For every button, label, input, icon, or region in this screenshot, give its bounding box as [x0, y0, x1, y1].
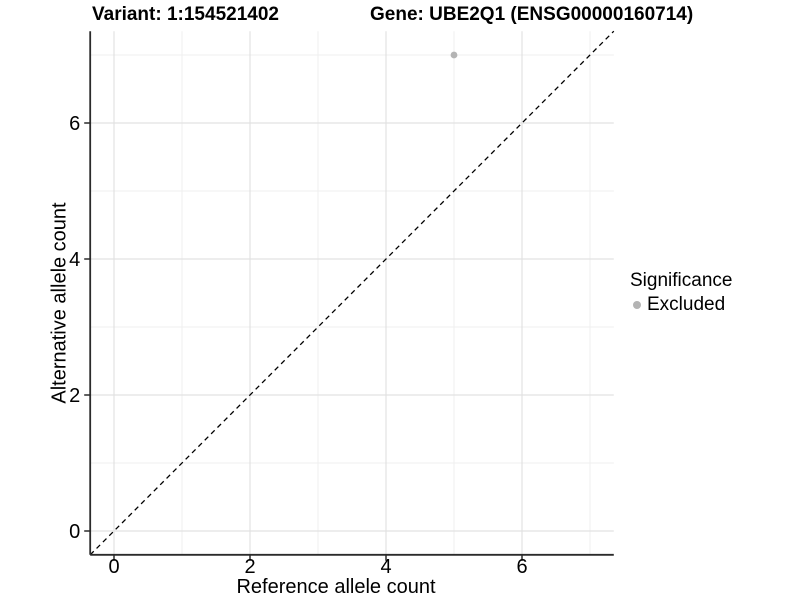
- plot-title-variant: Variant: 1:154521402: [92, 4, 279, 25]
- legend-marker-circle-icon: [633, 301, 641, 309]
- y-tick-label: 6: [69, 113, 80, 135]
- x-tick-label: 4: [380, 556, 391, 578]
- y-tick-label: 2: [69, 385, 80, 407]
- legend-title: Significance: [630, 270, 733, 291]
- y-axis-label: Alternative allele count: [48, 202, 71, 404]
- x-axis-label: Reference allele count: [236, 576, 436, 598]
- x-tick-label: 0: [108, 556, 119, 578]
- legend: Significance Excluded: [630, 270, 732, 316]
- legend-item-excluded: Excluded: [630, 294, 732, 316]
- legend-item-label: Excluded: [647, 294, 726, 315]
- y-tick-label: 4: [69, 249, 80, 271]
- x-tick-label: 6: [516, 556, 527, 578]
- data-point: [450, 51, 458, 59]
- identity-reference-line: [89, 30, 615, 556]
- x-tick-label: 2: [244, 556, 255, 578]
- y-tick-label: 0: [69, 521, 80, 543]
- plot-title-gene: Gene: UBE2Q1 (ENSG00000160714): [370, 4, 694, 25]
